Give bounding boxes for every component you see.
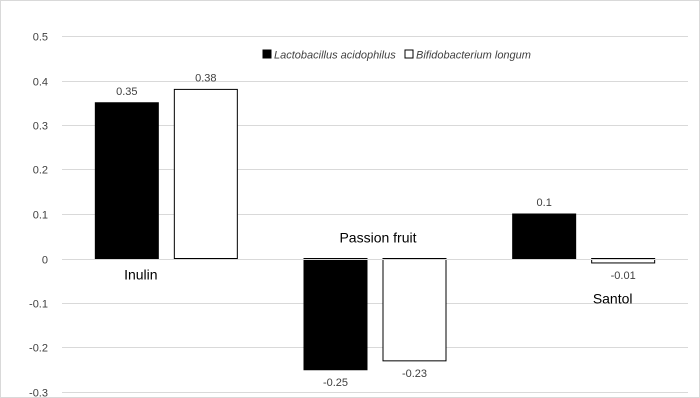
data-label: 0.35 — [116, 86, 137, 98]
category-label: Inulin — [124, 267, 157, 283]
data-label: -0.01 — [611, 270, 636, 282]
category-labels: Inulin Passion fruit Santol — [124, 230, 632, 307]
y-tick-label: 0.2 — [33, 165, 48, 177]
y-axis-tick-labels: 0.5 0.4 0.3 0.2 0.1 0 -0.1 -0.2 -0.3 — [29, 32, 48, 398]
data-label: -0.25 — [323, 377, 348, 389]
bar-passion-fruit-series-1 — [382, 258, 447, 362]
y-tick-label: -0.1 — [29, 299, 48, 311]
bar-inulin-series-0 — [94, 102, 159, 259]
legend-swatch-lactobacillus — [262, 49, 272, 59]
bar-santol-series-0 — [512, 213, 577, 259]
legend-label-bifidobacterium: Bifidobacterium longum — [416, 50, 531, 62]
data-label: -0.23 — [402, 368, 427, 380]
y-tick-label: -0.2 — [29, 343, 48, 355]
bars — [94, 88, 656, 371]
data-labels: 0.35 0.38 -0.25 -0.23 0.1 -0.01 — [116, 72, 636, 388]
data-label: 0.38 — [195, 72, 216, 84]
y-tick-label: -0.3 — [29, 388, 48, 398]
y-tick-label: 0 — [42, 255, 48, 267]
bar-inulin-series-1 — [173, 88, 238, 260]
bar-santol-series-1 — [591, 258, 656, 264]
gridlines — [62, 36, 688, 393]
legend-swatch-bifidobacterium — [404, 49, 414, 59]
category-label: Passion fruit — [339, 230, 416, 246]
data-label: 0.1 — [537, 197, 552, 209]
legend: Lactobacillus acidophilus Bifidobacteriu… — [262, 49, 531, 62]
y-tick-label: 0.5 — [33, 32, 48, 44]
legend-label-lactobacillus: Lactobacillus acidophilus — [274, 50, 396, 62]
y-tick-label: 0.3 — [33, 121, 48, 133]
category-label: Santol — [593, 291, 633, 307]
y-tick-label: 0.4 — [33, 77, 48, 89]
bar-passion-fruit-series-0 — [303, 258, 368, 371]
y-tick-label: 0.1 — [33, 210, 48, 222]
